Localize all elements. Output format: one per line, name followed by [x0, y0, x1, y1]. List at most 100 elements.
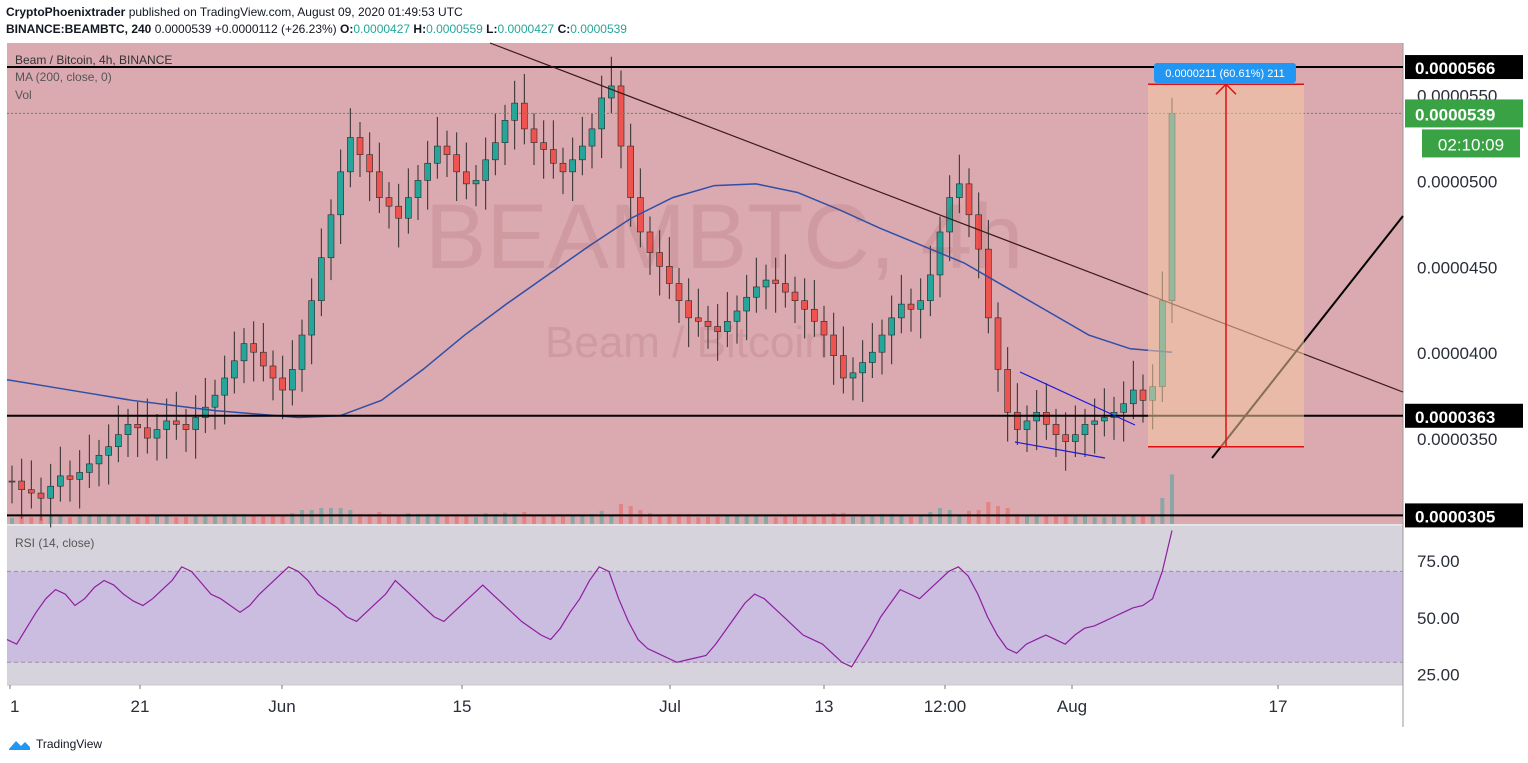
volume-bar: [889, 514, 894, 524]
volume-bar: [213, 515, 217, 524]
volume-bar: [474, 517, 478, 524]
volume-bar: [831, 513, 836, 524]
low-value: 0.0000427: [497, 22, 555, 36]
candle: [327, 214, 335, 259]
candle: [1130, 389, 1137, 405]
price-change: +0.0000112 (+26.23%): [214, 22, 337, 36]
candle: [1120, 403, 1127, 413]
volume-bar: [851, 516, 855, 524]
candle: [1023, 420, 1031, 430]
candle: [414, 180, 422, 198]
candle: [753, 286, 760, 298]
candle: [463, 171, 470, 185]
tradingview-logo-icon: [9, 741, 30, 750]
candle: [279, 377, 286, 391]
volume-bar: [918, 516, 923, 524]
time-tick-label: 12:00: [924, 697, 967, 716]
open-label: O:: [340, 22, 354, 36]
volume-bar: [860, 515, 865, 524]
volume-bar: [290, 513, 295, 524]
volume-bar: [1150, 514, 1155, 524]
candle: [1062, 434, 1069, 442]
volume-bar: [686, 514, 691, 524]
volume-bar: [619, 504, 623, 524]
volume-bar: [425, 514, 430, 524]
volume-bar: [29, 517, 34, 524]
time-tick-label: Aug: [1057, 697, 1087, 716]
candle: [347, 137, 354, 173]
rsi-line: [6, 530, 1173, 668]
volume-bar: [532, 514, 536, 524]
volume-bar: [396, 515, 401, 524]
candle: [211, 394, 219, 408]
rsi-tick-label: 50.00: [1417, 609, 1460, 628]
volume-bar: [870, 515, 875, 524]
candle: [57, 475, 64, 487]
candle: [424, 162, 431, 181]
candle: [704, 320, 712, 327]
volume-bar: [841, 512, 846, 524]
volume-bar: [706, 516, 710, 524]
candle: [985, 248, 992, 319]
candle: [830, 334, 837, 356]
volume-bar: [599, 510, 604, 524]
rsi-tick-label: 75.00: [1417, 552, 1460, 571]
volume-bar: [97, 516, 101, 524]
volume-bar: [464, 515, 469, 524]
candle: [202, 406, 209, 418]
candle: [356, 137, 364, 155]
volume-bar: [145, 515, 150, 524]
candle: [453, 154, 460, 173]
volume-bar: [1073, 516, 1078, 524]
candle: [385, 197, 393, 207]
volume-bar: [39, 516, 43, 524]
candle: [714, 326, 721, 332]
volume-bar: [106, 516, 111, 524]
level-price-label: 0.0000363: [1415, 408, 1495, 427]
volume-bar: [483, 513, 488, 524]
volume-bar: [251, 516, 256, 524]
candle: [395, 205, 402, 219]
time-tick-label: Jul: [659, 697, 681, 716]
volume-bar: [155, 516, 159, 524]
volume-bar: [58, 515, 63, 524]
volume-bar: [909, 516, 913, 524]
candle: [1081, 424, 1089, 435]
candle: [946, 197, 953, 233]
candle: [318, 257, 325, 301]
wedge-lower-line: [1014, 441, 1106, 459]
level-price-box: [1405, 55, 1523, 80]
ma-200-line: [6, 183, 1173, 419]
low-label: L:: [486, 22, 498, 36]
close-value: 0.0000539: [570, 22, 627, 36]
volume-bar: [87, 516, 92, 524]
publish-info: CryptoPhoenixtrader published on Trading…: [6, 5, 463, 19]
price-tick-label: 0.0000400: [1417, 344, 1497, 363]
volume-bar: [822, 514, 826, 524]
volume-bar: [1112, 516, 1116, 524]
footer-brand[interactable]: TradingView: [8, 737, 102, 751]
publisher-name[interactable]: CryptoPhoenixtrader: [6, 5, 126, 19]
candle: [47, 485, 54, 499]
candle: [173, 420, 180, 425]
candle: [869, 351, 876, 363]
price-chart[interactable]: 0.0000211 (60.61%) 2110.00005500.0000500…: [0, 0, 1528, 735]
legend-title: Beam / Bitcoin, 4h, BINANCE: [15, 53, 173, 67]
volume-bar: [242, 514, 246, 524]
candle: [501, 120, 509, 143]
candle: [762, 279, 770, 288]
volume-bar: [184, 516, 188, 524]
volume-bar: [222, 514, 227, 524]
candle: [579, 145, 586, 161]
volume-bar: [1092, 517, 1097, 524]
candle: [927, 274, 934, 301]
candle: [8, 480, 16, 483]
candle: [298, 334, 306, 370]
volume-bar: [957, 514, 962, 524]
candle: [1101, 417, 1108, 422]
high-label: H:: [413, 22, 427, 36]
volume-bar: [677, 514, 681, 524]
candle: [888, 317, 895, 336]
candle: [1139, 389, 1147, 401]
candle: [917, 300, 924, 310]
